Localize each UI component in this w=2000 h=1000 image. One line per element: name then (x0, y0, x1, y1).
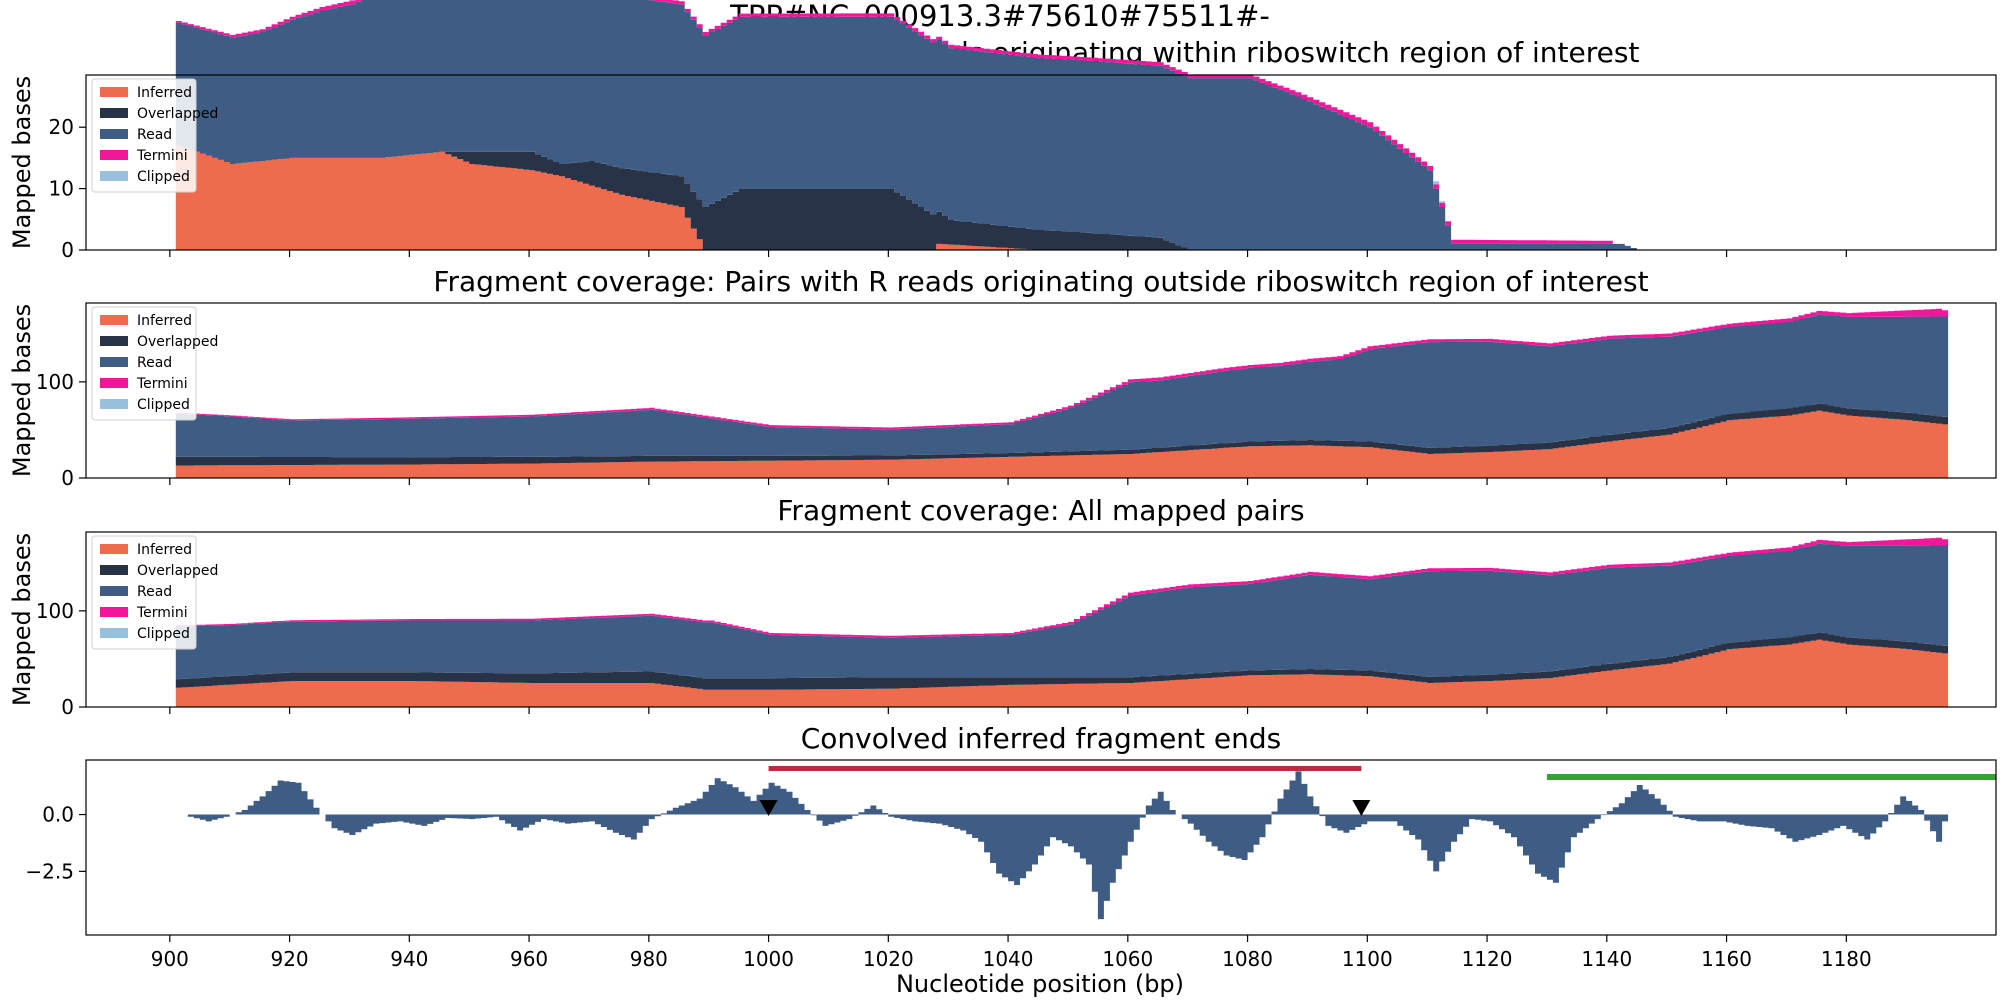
legend-label-clipped: Clipped (137, 626, 190, 642)
series-area-inferred (175, 639, 1949, 707)
legend-swatch-termini (100, 378, 128, 388)
y-tick-label: 100 (36, 599, 74, 623)
panel-title: Convolved inferred fragment ends (801, 722, 1282, 755)
legend: Inferred Overlapped Read Termini Clipped (91, 78, 218, 193)
legend-label-clipped: Clipped (137, 169, 190, 185)
region-of-interest-bar (768, 766, 1362, 771)
legend-swatch-overlapped (100, 336, 128, 346)
y-tick-label: 100 (36, 370, 74, 394)
x-tick-label: 1160 (1701, 947, 1752, 971)
panel-2: Fragment coverage: Pairs with R reads or… (8, 265, 1997, 490)
legend-swatch-clipped (100, 399, 128, 409)
x-tick-label: 1100 (1342, 947, 1393, 971)
y-axis-label: Mapped bases (8, 304, 36, 477)
x-tick-label: 1060 (1102, 947, 1153, 971)
axes-frame (85, 74, 1997, 251)
legend-label-inferred: Inferred (137, 85, 192, 101)
x-tick-label: 1140 (1581, 947, 1632, 971)
x-tick-label: 1120 (1462, 947, 1513, 971)
marker-triangle-1 (759, 800, 778, 816)
axes-frame (85, 759, 1997, 936)
series-area-inferred (175, 410, 1949, 478)
legend-label-read: Read (137, 127, 172, 143)
y-tick-label: 0.0 (42, 803, 74, 827)
legend-swatch-overlapped (100, 108, 128, 118)
legend-label-inferred: Inferred (137, 542, 192, 558)
series-area-read (175, 543, 1949, 680)
y-tick-label: 0 (61, 695, 74, 719)
legend: Inferred Overlapped Read Termini Clipped (91, 306, 218, 421)
legend-label-termini: Termini (136, 605, 188, 621)
series-area-inferred (175, 145, 1637, 250)
green-feature-bar (1546, 774, 1996, 780)
y-tick-label: −2.5 (25, 859, 74, 883)
panel-title: Fragment coverage: Pairs with R reads or… (433, 265, 1648, 298)
legend-label-overlapped: Overlapped (137, 563, 218, 579)
legend-swatch-inferred (100, 87, 128, 97)
legend-swatch-read (100, 357, 128, 367)
x-tick-label: 980 (630, 947, 668, 971)
legend: Inferred Overlapped Read Termini Clipped (91, 535, 218, 650)
legend-swatch-termini (100, 607, 128, 617)
convolved-bars (187, 771, 1949, 920)
legend-swatch-read (100, 129, 128, 139)
legend-label-overlapped: Overlapped (137, 334, 218, 350)
panel-1: Fragment coverage: Pairs with R reads or… (8, 0, 1997, 262)
y-tick-label: 10 (49, 177, 74, 201)
legend-swatch-clipped (100, 628, 128, 638)
series-area-read (175, 0, 1637, 250)
x-tick-label: 1080 (1222, 947, 1273, 971)
legend-label-read: Read (137, 355, 172, 371)
y-tick-label: 0 (61, 238, 74, 262)
legend-swatch-overlapped (100, 565, 128, 575)
y-tick-label: 20 (49, 115, 74, 139)
legend-label-inferred: Inferred (137, 313, 192, 329)
legend-box (91, 306, 197, 421)
x-tick-label: 920 (270, 947, 308, 971)
panel-3: Fragment coverage: All mapped pairs Mappe… (8, 494, 1997, 719)
marker-triangle-2 (1352, 800, 1371, 816)
y-axis-label: Mapped bases (8, 76, 36, 249)
legend-label-termini: Termini (136, 148, 188, 164)
series-area-termini (175, 308, 1949, 430)
panel-4: Convolved inferred fragment ends 0.0 −2.5 (25, 722, 1997, 942)
series-area-read (175, 314, 1949, 458)
x-axis-label: Nucleotide position (bp) (896, 970, 1184, 998)
legend-swatch-inferred (100, 544, 128, 554)
x-tick-label: 1180 (1821, 947, 1872, 971)
panel-title: Fragment coverage: All mapped pairs (777, 494, 1304, 527)
axes-frame (85, 531, 1997, 708)
legend-box (91, 535, 197, 650)
legend-label-overlapped: Overlapped (137, 106, 218, 122)
y-tick-label: 0 (61, 466, 74, 490)
x-tick-label: 1000 (743, 947, 794, 971)
x-tick-label: 960 (510, 947, 548, 971)
legend-box (91, 78, 197, 193)
legend-label-read: Read (137, 584, 172, 600)
series-area-overlapped (175, 403, 1949, 466)
legend-swatch-inferred (100, 315, 128, 325)
legend-swatch-termini (100, 150, 128, 160)
x-tick-label: 940 (390, 947, 428, 971)
x-tick-label: 1040 (983, 947, 1034, 971)
legend-swatch-clipped (100, 171, 128, 181)
legend-swatch-read (100, 586, 128, 596)
x-axis: 900 920 940 960 980 1000 1020 1040 1060 1080 1100 1… (151, 947, 1872, 971)
legend-label-termini: Termini (136, 376, 188, 392)
x-tick-label: 1020 (863, 947, 914, 971)
legend-label-clipped: Clipped (137, 397, 190, 413)
y-axis-label: Mapped bases (8, 533, 36, 706)
series-area-overlapped (175, 632, 1949, 690)
panels: Fragment coverage: Pairs with R reads or… (8, 0, 1997, 942)
axes-frame (85, 302, 1997, 479)
x-tick-label: 900 (151, 947, 189, 971)
